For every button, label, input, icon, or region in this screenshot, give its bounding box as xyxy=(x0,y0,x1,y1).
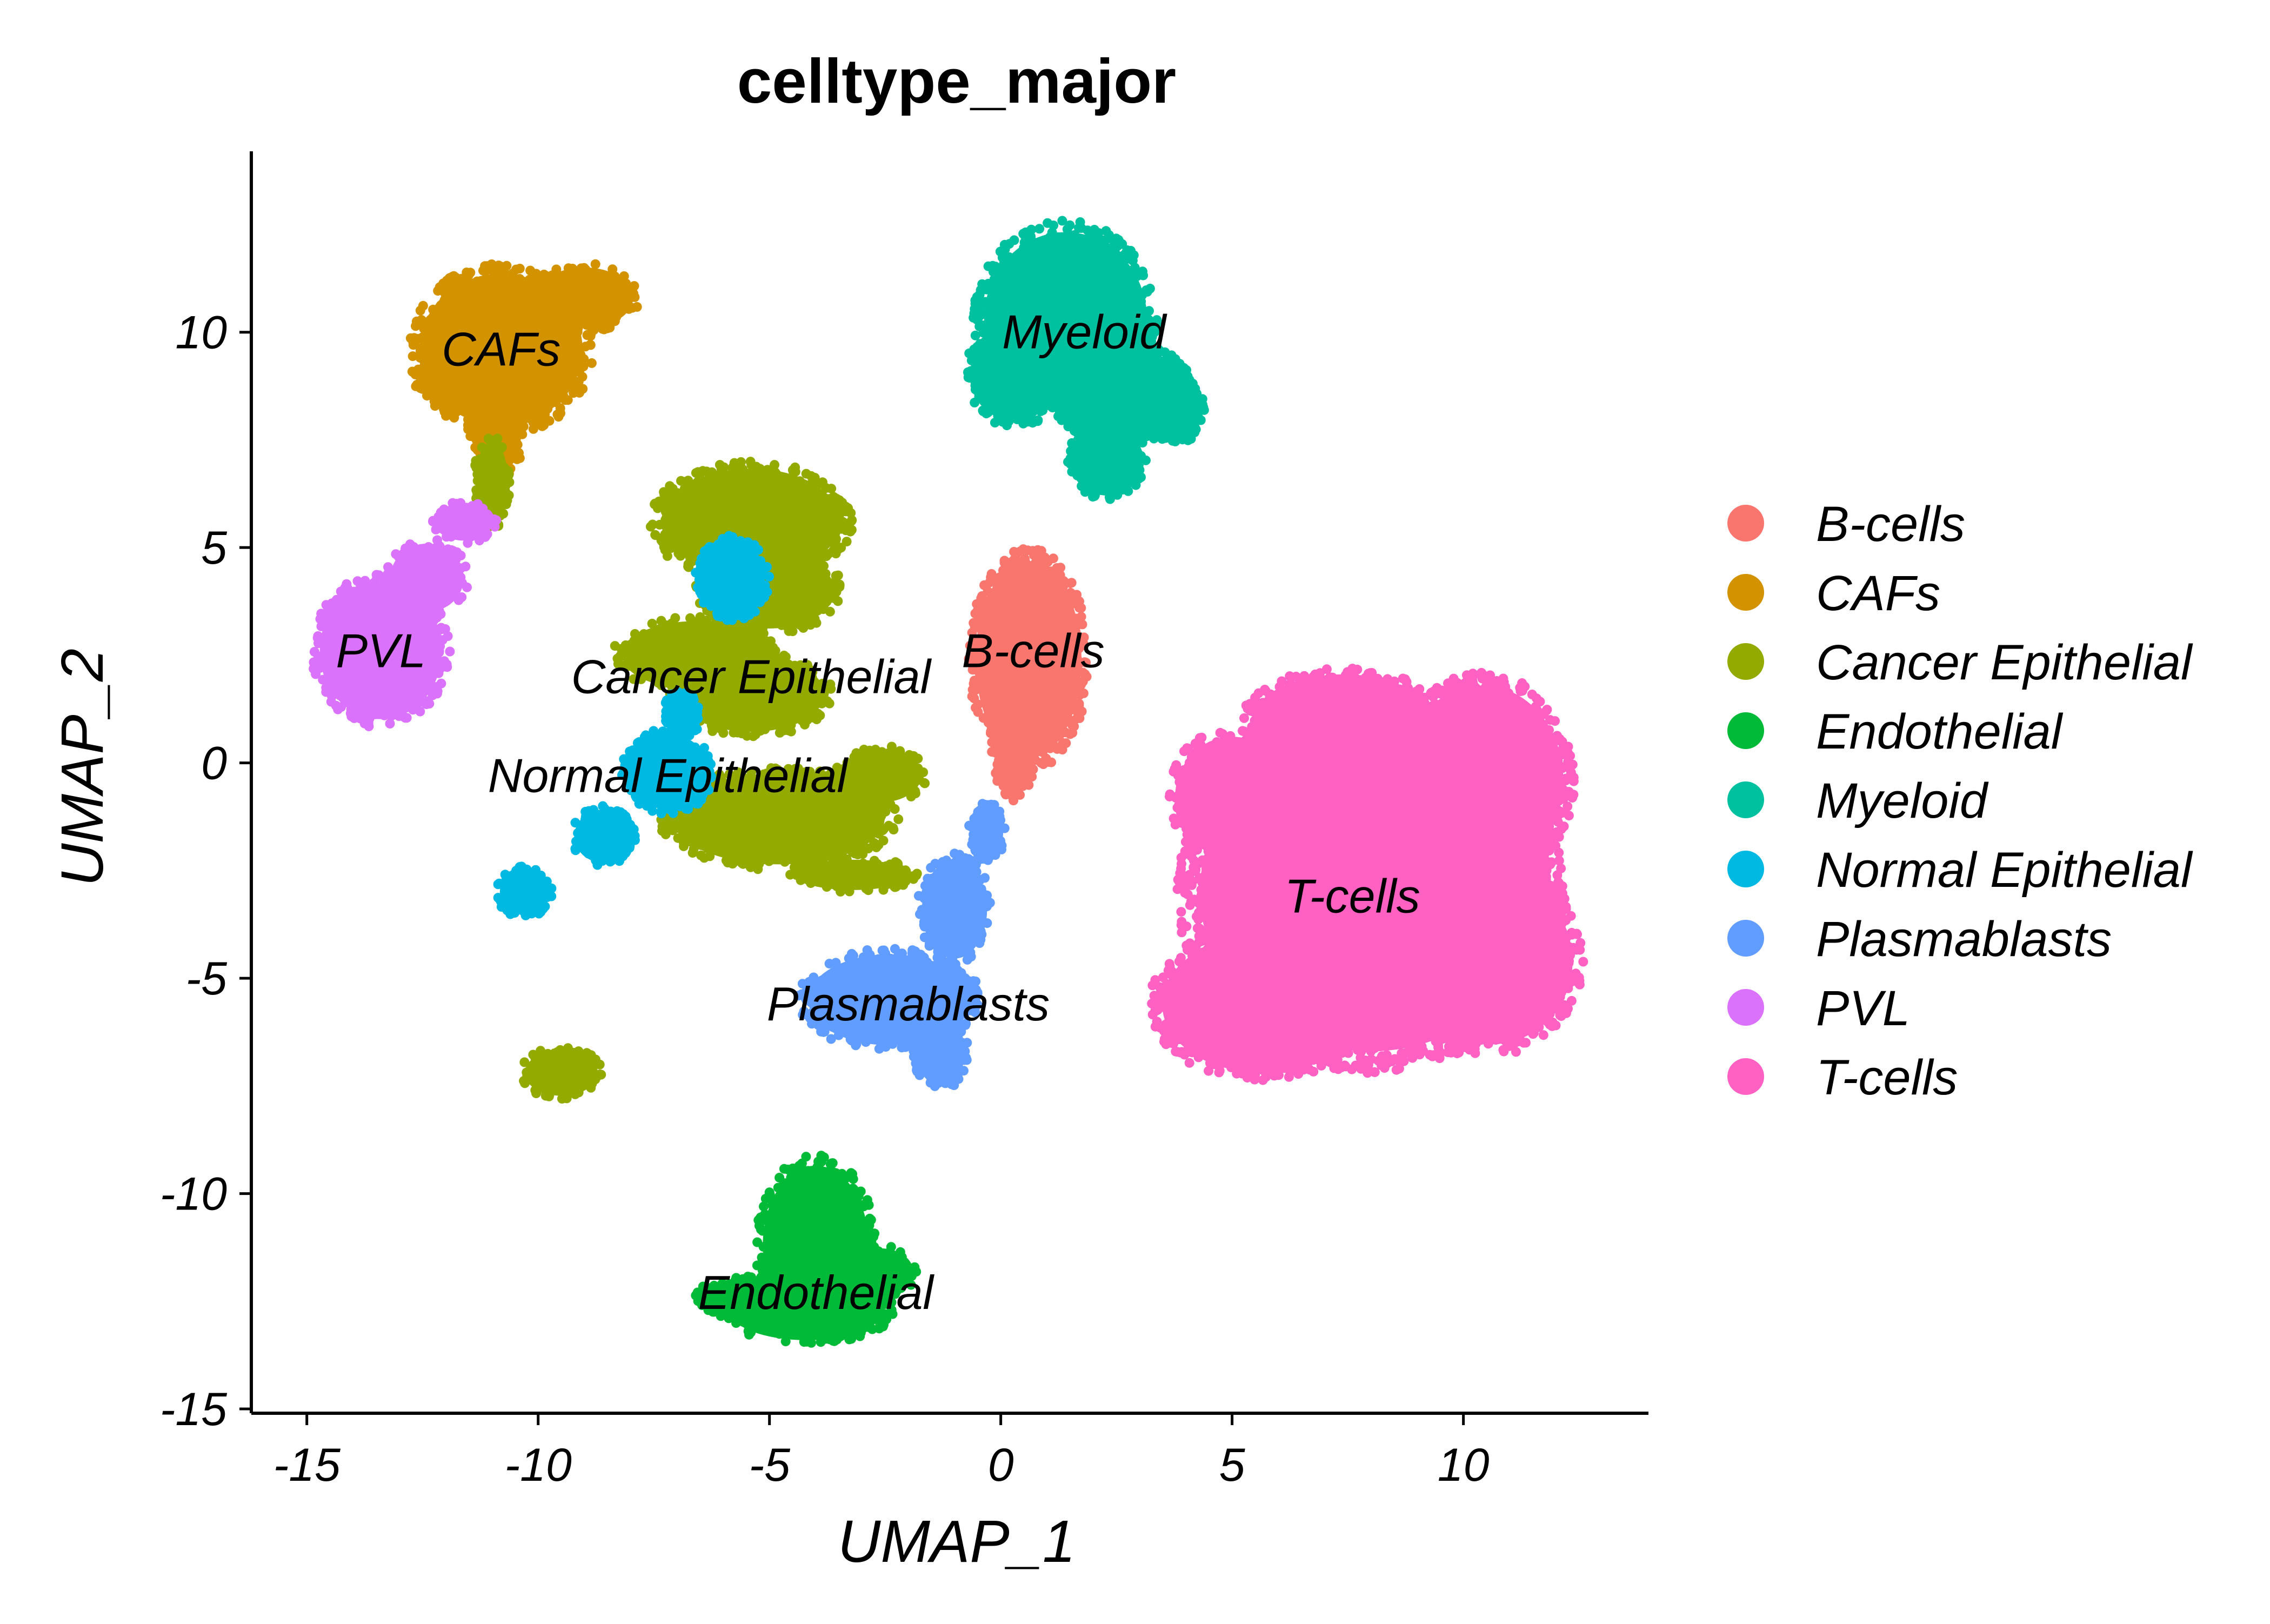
data-point xyxy=(973,707,983,717)
data-point xyxy=(831,571,841,581)
data-point xyxy=(575,387,584,398)
data-point xyxy=(1076,603,1086,613)
data-point xyxy=(415,305,425,316)
data-point xyxy=(1076,612,1086,622)
series-b-cells xyxy=(964,544,1092,806)
data-point xyxy=(1078,638,1089,649)
data-point xyxy=(449,271,459,281)
data-points-layer xyxy=(309,216,1588,1348)
data-point xyxy=(919,778,930,788)
data-point xyxy=(966,656,977,666)
data-point xyxy=(511,264,521,275)
data-point xyxy=(893,814,904,824)
data-point xyxy=(986,569,997,579)
data-point xyxy=(1067,728,1078,738)
data-point xyxy=(657,826,667,836)
data-point xyxy=(438,282,448,292)
data-point xyxy=(699,853,709,863)
data-point xyxy=(1038,759,1049,769)
data-point xyxy=(973,699,983,710)
data-point xyxy=(911,870,922,880)
data-point xyxy=(888,823,898,833)
data-point xyxy=(1015,546,1025,557)
data-point xyxy=(411,381,421,391)
data-point xyxy=(1009,792,1019,802)
data-point xyxy=(1046,757,1057,767)
data-point xyxy=(834,579,845,590)
data-point xyxy=(553,412,564,422)
data-point xyxy=(833,596,843,606)
data-point xyxy=(478,265,488,276)
data-point xyxy=(847,515,857,525)
data-point xyxy=(1078,688,1089,698)
cluster-density xyxy=(999,560,1049,621)
data-point xyxy=(828,546,838,556)
data-point xyxy=(462,268,472,278)
data-point xyxy=(842,537,852,547)
data-point xyxy=(650,530,660,540)
data-point xyxy=(1061,738,1071,748)
data-point xyxy=(974,604,985,614)
cluster-density xyxy=(524,1050,598,1096)
data-point xyxy=(585,339,596,350)
data-point xyxy=(1052,563,1062,573)
data-point xyxy=(1023,545,1033,556)
data-point xyxy=(752,1237,763,1247)
data-point xyxy=(1073,706,1083,717)
data-point xyxy=(846,525,857,535)
data-point xyxy=(670,613,680,623)
data-point xyxy=(586,358,597,368)
data-point xyxy=(873,840,884,850)
data-point xyxy=(970,621,980,631)
data-point xyxy=(659,487,669,497)
data-point xyxy=(806,471,816,481)
cluster-density xyxy=(796,859,910,890)
cluster-density xyxy=(839,749,922,803)
data-point xyxy=(632,302,642,312)
data-point xyxy=(1072,713,1082,724)
data-point xyxy=(1079,657,1090,667)
cluster-density xyxy=(994,688,1035,794)
data-point xyxy=(779,1164,789,1174)
data-point xyxy=(590,259,600,269)
data-point xyxy=(817,478,827,488)
data-point xyxy=(967,685,978,695)
data-point xyxy=(1001,790,1011,800)
cluster-density xyxy=(535,267,633,329)
data-point xyxy=(408,340,418,350)
data-point xyxy=(1048,553,1058,564)
data-point xyxy=(1033,545,1043,555)
data-point xyxy=(1072,595,1082,605)
data-point xyxy=(840,502,851,512)
data-point xyxy=(525,265,536,276)
data-point xyxy=(758,629,769,639)
data-point xyxy=(1065,578,1076,589)
data-point xyxy=(1077,619,1087,630)
data-point xyxy=(530,278,540,288)
data-point xyxy=(1067,720,1077,731)
